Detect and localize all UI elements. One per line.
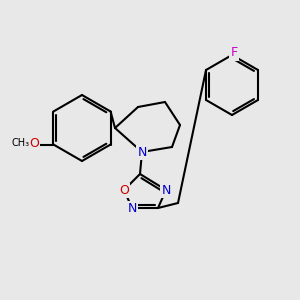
Text: N: N [161, 184, 171, 196]
Text: O: O [29, 137, 39, 150]
Text: N: N [127, 202, 137, 214]
Text: N: N [137, 146, 147, 158]
Text: F: F [230, 46, 238, 59]
Text: O: O [119, 184, 129, 196]
Text: CH₃: CH₃ [11, 139, 29, 148]
